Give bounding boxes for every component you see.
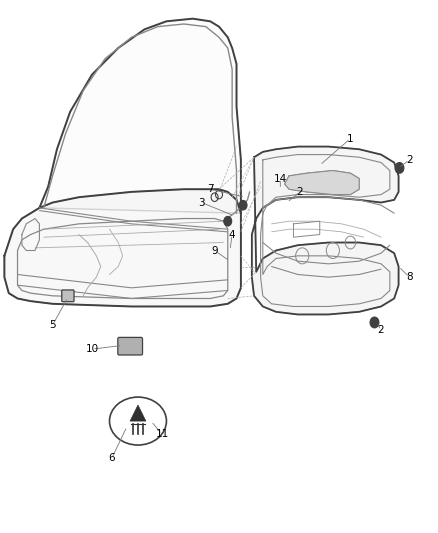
Polygon shape xyxy=(130,405,146,421)
Polygon shape xyxy=(4,189,241,306)
Circle shape xyxy=(395,163,404,173)
Text: 5: 5 xyxy=(49,320,56,330)
FancyBboxPatch shape xyxy=(118,337,142,355)
Text: 2: 2 xyxy=(406,155,413,165)
Text: 6: 6 xyxy=(108,454,115,463)
Text: 4: 4 xyxy=(229,230,236,239)
Text: 2: 2 xyxy=(378,326,385,335)
Ellipse shape xyxy=(110,397,166,445)
Text: 8: 8 xyxy=(406,272,413,282)
Text: 9: 9 xyxy=(211,246,218,255)
Circle shape xyxy=(239,200,247,210)
Text: 10: 10 xyxy=(85,344,99,354)
Polygon shape xyxy=(285,171,359,195)
Text: 14: 14 xyxy=(274,174,287,183)
Circle shape xyxy=(224,216,232,226)
Text: 2: 2 xyxy=(297,187,304,197)
Polygon shape xyxy=(39,19,241,213)
Text: 7: 7 xyxy=(207,184,214,194)
FancyBboxPatch shape xyxy=(62,290,74,302)
Text: 1: 1 xyxy=(347,134,354,143)
Text: 11: 11 xyxy=(155,430,169,439)
Circle shape xyxy=(370,317,379,328)
Text: 3: 3 xyxy=(198,198,205,207)
Polygon shape xyxy=(252,147,399,314)
